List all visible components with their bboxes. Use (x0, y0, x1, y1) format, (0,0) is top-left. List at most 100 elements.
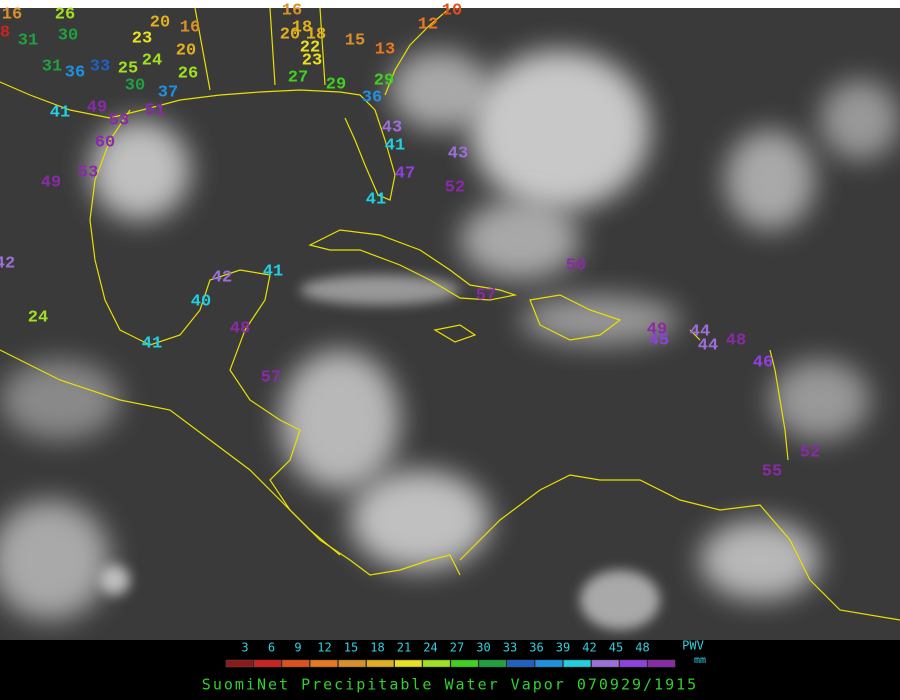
station-value: 50 (566, 256, 586, 275)
station-value: 53 (78, 163, 98, 182)
station-value: 15 (345, 31, 365, 50)
station-value: 13 (375, 40, 395, 59)
station-value: 41 (263, 262, 283, 281)
station-value: 49 (87, 98, 107, 117)
unit: mm (694, 655, 706, 666)
station-value: 20 (150, 13, 170, 32)
scale-swatch (338, 659, 366, 668)
station-value: 12 (418, 15, 438, 34)
station-value: 36 (362, 88, 382, 107)
station-value: 25 (118, 59, 138, 78)
scale-tick-label: 39 (556, 641, 570, 655)
station-value: 27 (288, 68, 308, 87)
scale-swatch (366, 659, 394, 668)
station-value: 18 (306, 25, 326, 44)
scale-tick-label: 3 (241, 641, 248, 655)
scale-swatch (478, 659, 507, 668)
station-value: 24 (142, 51, 162, 70)
station-value: 41 (366, 190, 386, 209)
unit-label: PWV (682, 639, 704, 653)
scale-swatch (310, 659, 338, 668)
station-value: 44 (698, 336, 718, 355)
scale-swatch (591, 659, 619, 668)
station-value: 8 (0, 23, 10, 42)
scale-tick-label: 6 (268, 641, 275, 655)
station-value: 57 (476, 286, 496, 305)
station-value: 26 (55, 5, 75, 24)
station-value: 10 (442, 1, 462, 20)
scale-swatch (647, 659, 676, 668)
station-value: 42 (0, 254, 15, 273)
station-value: 49 (41, 173, 61, 192)
station-value: 16 (282, 1, 302, 20)
station-value: 29 (374, 71, 394, 90)
station-value: 53 (109, 111, 129, 130)
scale-tick-label: 24 (423, 641, 437, 655)
scale-swatch (422, 659, 451, 668)
station-value: 52 (800, 443, 820, 462)
station-value: 31 (42, 57, 62, 76)
station-value: 30 (125, 76, 145, 95)
scale-swatch (450, 659, 479, 668)
station-value: 20 (280, 25, 300, 44)
station-value: 43 (448, 144, 468, 163)
station-value: 48 (726, 331, 746, 350)
station-value: 48 (230, 319, 250, 338)
scale-tick-label: 15 (344, 641, 358, 655)
station-value: 60 (95, 133, 115, 152)
station-value: 24 (28, 308, 48, 327)
station-value: 20 (176, 41, 196, 60)
scale-tick-label: 33 (503, 641, 517, 655)
scale-swatch (282, 659, 310, 668)
scale-tick-label: 21 (397, 641, 411, 655)
scale-tick-label: 27 (450, 641, 464, 655)
station-value: 41 (385, 136, 405, 155)
station-value: 55 (762, 462, 782, 481)
scale-swatch (563, 659, 591, 668)
scale-tick-label: 36 (529, 641, 543, 655)
station-value: 30 (58, 26, 78, 45)
station-value: 42 (212, 268, 232, 287)
scale-tick-label: 30 (476, 641, 490, 655)
station-value: 41 (142, 334, 162, 353)
station-value: 51 (145, 101, 165, 120)
scale-swatch (225, 659, 254, 668)
scale-tick-label: 42 (582, 641, 596, 655)
station-value: 37 (158, 83, 178, 102)
station-value: 49 (647, 320, 667, 339)
scale-swatch (394, 659, 423, 668)
clouds (0, 50, 900, 630)
coastlines (0, 7, 900, 621)
station-value: 47 (395, 164, 415, 183)
station-value: 43 (382, 118, 402, 137)
station-value: 16 (180, 18, 200, 37)
station-value: 45 (649, 331, 669, 350)
scale-swatch (507, 659, 535, 668)
station-value: 46 (753, 353, 773, 372)
scale-tick-label: 9 (294, 641, 301, 655)
station-value: 52 (445, 178, 465, 197)
station-value: 41 (50, 103, 70, 122)
station-value: 57 (261, 368, 281, 387)
top-border (0, 0, 900, 8)
scale-tick-label: 45 (609, 641, 623, 655)
scale-tick-label: 12 (317, 641, 331, 655)
station-value: 18 (292, 18, 312, 37)
station-value: 29 (326, 75, 346, 94)
station-value: 23 (132, 29, 152, 48)
station-value: 31 (18, 31, 38, 50)
map-title: SuomiNet Precipitable Water Vapor 070929… (202, 676, 698, 694)
station-value: 23 (302, 51, 322, 70)
scale-swatch (535, 659, 563, 668)
station-value: 40 (191, 292, 211, 311)
legend-background (0, 640, 900, 700)
station-value: 36 (65, 63, 85, 82)
scale-swatch (253, 659, 282, 668)
scale-swatch (619, 659, 648, 668)
station-value: 44 (690, 322, 710, 341)
station-value: 26 (178, 64, 198, 83)
station-value: 16 (2, 5, 22, 24)
scale-tick-label: 18 (370, 641, 384, 655)
station-value: 22 (300, 38, 320, 57)
